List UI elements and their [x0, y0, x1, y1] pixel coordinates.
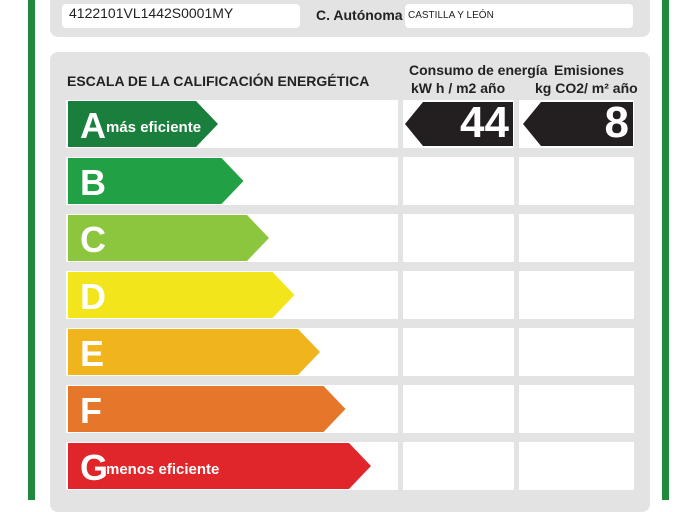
consumo-cell — [403, 157, 514, 205]
emisiones-rating-tag: 8 — [523, 98, 633, 147]
energy-bar-desc: menos eficiente — [106, 461, 220, 478]
energy-bar-letter: G — [80, 447, 109, 488]
autonomia-field — [405, 4, 633, 28]
energy-bar-e: E — [68, 329, 320, 375]
consumo-header-line1: Consumo de energía — [409, 62, 548, 78]
autonomia-value: CASTILLA Y LEÓN — [408, 10, 494, 21]
energy-bar-shape — [68, 272, 295, 318]
consumo-cell — [403, 328, 514, 376]
right-border — [662, 0, 669, 500]
energy-bar-letter: F — [80, 390, 102, 431]
rating-tag-shape — [523, 102, 633, 146]
scale-title: ESCALA DE LA CALIFICACIÓN ENERGÉTICA — [67, 73, 370, 89]
energy-bar-d: D — [68, 272, 295, 318]
energy-bar-b: B — [68, 158, 244, 204]
left-border — [28, 0, 35, 500]
energy-bar-f: F — [68, 386, 346, 432]
energy-bar-letter: C — [80, 219, 106, 260]
energy-bar-desc: más eficiente — [106, 119, 202, 136]
energy-bar-shape — [68, 215, 269, 261]
rating-tag-value: 44 — [460, 98, 509, 147]
consumo-rating-tag: 44 — [405, 98, 513, 147]
consumo-cell — [403, 442, 514, 490]
rating-tag-value: 8 — [604, 98, 629, 147]
emisiones-cell — [519, 385, 634, 433]
energy-bar-letter: B — [80, 162, 106, 203]
energy-bar-shape — [68, 443, 371, 489]
energy-bar-letter: D — [80, 276, 106, 317]
emisiones-header-line2: kg CO2/ m² año — [535, 80, 638, 96]
consumo-header-line2: kW h / m2 año — [411, 80, 506, 96]
emisiones-cell — [519, 214, 634, 262]
energy-bar-shape — [68, 386, 346, 432]
ref-catastral-value: 4122101VL1442S0001MY — [69, 5, 234, 21]
emisiones-cell — [519, 157, 634, 205]
rating-tag-shape — [405, 102, 513, 146]
ref-catastral-field — [62, 4, 300, 28]
emisiones-cell — [519, 271, 634, 319]
energy-bar-c: C — [68, 215, 269, 261]
energy-bar-letter: E — [80, 333, 105, 374]
header-panel: 4122101VL1442S0001MY C. Autónoma CASTILL… — [50, 0, 650, 37]
consumo-cell — [403, 385, 514, 433]
energy-bar-shape — [68, 329, 320, 375]
energy-bar-shape — [68, 158, 244, 204]
consumo-cell — [403, 214, 514, 262]
energy-bar-shape — [68, 101, 218, 147]
emisiones-cell — [519, 328, 634, 376]
consumo-cell — [403, 271, 514, 319]
autonomia-label: C. Autónoma — [316, 7, 403, 23]
emisiones-cell — [519, 442, 634, 490]
emisiones-header-line1: Emisiones — [554, 62, 625, 78]
energy-bar-letter: A — [80, 105, 106, 146]
